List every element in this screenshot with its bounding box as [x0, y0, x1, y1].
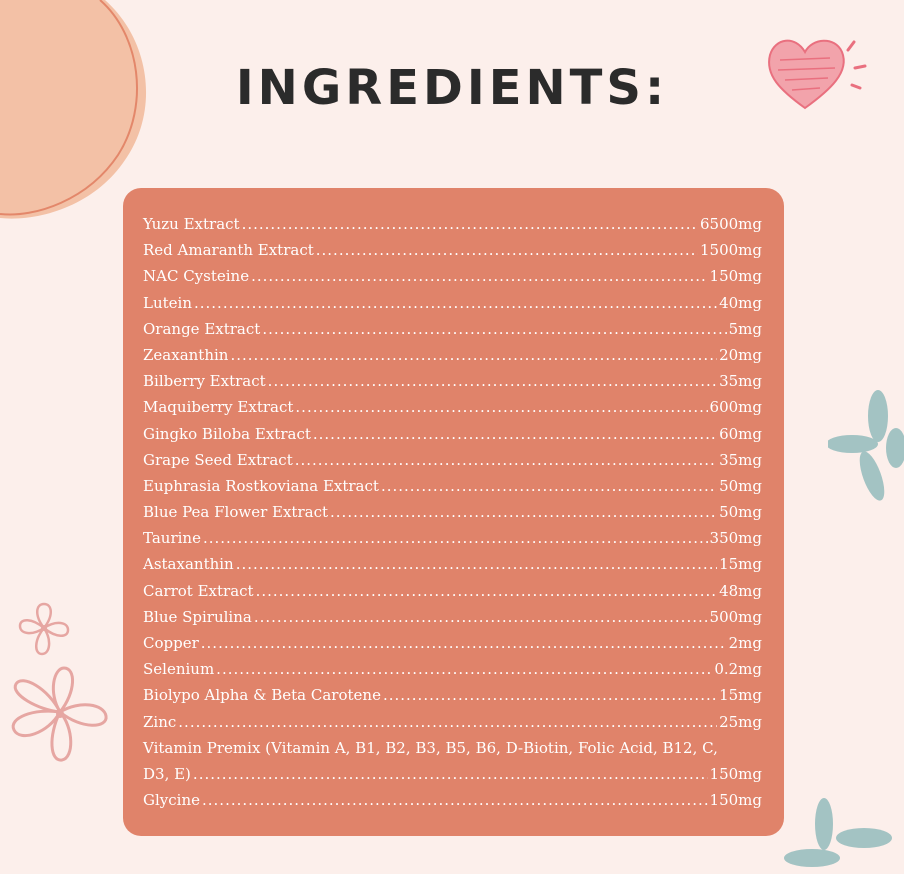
- leader-dots: [201, 630, 727, 656]
- small-flower-outline-icon: [18, 602, 70, 656]
- large-flower-outline-icon: [11, 666, 108, 762]
- ingredient-row: Copper 2mg: [143, 630, 762, 656]
- ingredient-amount: 500mg: [709, 607, 762, 626]
- leader-dots: [202, 787, 708, 813]
- ingredient-row: Gingko Biloba Extract 60mg: [143, 421, 762, 447]
- ingredient-name: Red Amaranth Extract: [143, 241, 314, 260]
- leader-dots: [316, 237, 698, 263]
- ingredient-row: Blue Pea Flower Extract 50mg: [143, 499, 762, 525]
- ingredient-row: Orange Extract 5mg: [143, 316, 762, 342]
- ingredient-name: Taurine: [143, 529, 201, 548]
- ingredient-row: Zeaxanthin 20mg: [143, 342, 762, 368]
- ingredient-row: Grape Seed Extract 35mg: [143, 447, 762, 473]
- ingredient-amount: 5mg: [728, 319, 762, 338]
- leader-dots: [178, 709, 717, 735]
- ingredient-name: Blue Spirulina: [143, 607, 252, 626]
- leader-dots: [193, 761, 708, 787]
- heart-doodle-icon: [768, 39, 867, 110]
- ingredient-name: Lutein: [143, 293, 192, 312]
- leader-dots: [236, 551, 717, 577]
- leader-dots: [295, 394, 707, 420]
- ingredient-row: Selenium 0.2mg: [143, 656, 762, 682]
- ingredient-row: Maquiberry Extract 600mg: [143, 394, 762, 420]
- leader-dots: [262, 316, 726, 342]
- teal-flower-decoration: [828, 390, 904, 501]
- ingredient-row: Lutein 40mg: [143, 290, 762, 316]
- ingredient-row: Euphrasia Rostkoviana Extract 50mg: [143, 473, 762, 499]
- ingredient-amount: 48mg: [719, 581, 762, 600]
- leader-dots: [295, 447, 717, 473]
- ingredient-name: Copper: [143, 634, 199, 652]
- ingredient-name: D3, E): [143, 764, 191, 783]
- ingredient-amount: 150mg: [709, 791, 762, 810]
- ingredient-row: NAC Cysteine 150mg: [143, 263, 762, 289]
- ingredient-row: Zinc 25mg: [143, 709, 762, 735]
- leader-dots: [313, 421, 717, 447]
- ingredient-amount: 0.2mg: [714, 660, 762, 679]
- ingredient-amount: 60mg: [719, 424, 762, 443]
- ingredient-row: Blue Spirulina 500mg: [143, 604, 762, 630]
- ingredient-name: Gingko Biloba Extract: [143, 424, 311, 443]
- leader-dots: [216, 656, 712, 682]
- ingredient-row-glycine: Glycine 150mg: [143, 787, 762, 813]
- ingredient-amount: 15mg: [719, 555, 762, 574]
- leader-dots: [251, 263, 707, 289]
- ingredient-amount: 35mg: [719, 450, 762, 469]
- ingredient-name: Euphrasia Rostkoviana Extract: [143, 476, 379, 495]
- ingredient-name: Zinc: [143, 712, 177, 731]
- ingredient-amount: 40mg: [719, 293, 762, 312]
- leader-dots: [242, 211, 698, 237]
- ingredient-row: Biolypo Alpha & Beta Carotene 15mg: [143, 682, 762, 708]
- ingredient-name: Bilberry Extract: [143, 372, 266, 391]
- ingredient-row: Taurine 350mg: [143, 525, 762, 551]
- leader-dots: [330, 499, 717, 525]
- ingredient-name: NAC Cysteine: [143, 267, 250, 286]
- ingredient-row: Bilberry Extract 35mg: [143, 368, 762, 394]
- peach-blob-decoration: [0, 0, 147, 219]
- ingredient-name: Glycine: [143, 791, 200, 810]
- leader-dots: [381, 473, 717, 499]
- ingredient-amount: 350mg: [709, 529, 762, 548]
- leader-dots: [203, 525, 708, 551]
- teal-flower-bottom-decoration: [784, 798, 892, 867]
- ingredient-amount: 150mg: [709, 764, 762, 783]
- ingredient-amount: 50mg: [719, 476, 762, 495]
- ingredient-row: Red Amaranth Extract 1500mg: [143, 237, 762, 263]
- ingredient-amount: 25mg: [719, 712, 762, 731]
- leader-dots: [268, 368, 717, 394]
- ingredient-name: Carrot Extract: [143, 581, 254, 600]
- leader-dots: [194, 290, 717, 316]
- leader-dots: [230, 342, 717, 368]
- ingredient-row: Carrot Extract 48mg: [143, 578, 762, 604]
- ingredient-name: Biolypo Alpha & Beta Carotene: [143, 686, 381, 705]
- ingredient-amount: 20mg: [719, 345, 762, 364]
- ingredient-name: Yuzu Extract: [143, 215, 240, 233]
- ingredient-list: Yuzu Extract 6500mg Red Amaranth Extract 15…: [143, 211, 762, 735]
- ingredient-name: Maquiberry Extract: [143, 398, 294, 417]
- ingredient-amount: 6500mg: [700, 215, 762, 233]
- page-title: INGREDIENTS:: [235, 60, 669, 116]
- ingredient-name: Zeaxanthin: [143, 345, 229, 364]
- ingredient-amount: 2mg: [728, 634, 762, 652]
- ingredient-amount: 150mg: [709, 267, 762, 286]
- ingredient-row: Yuzu Extract 6500mg: [143, 211, 762, 237]
- ingredient-name: Orange Extract: [143, 319, 261, 338]
- leader-dots: [254, 604, 708, 630]
- ingredient-row: Astaxanthin 15mg: [143, 551, 762, 577]
- ingredient-amount: 50mg: [719, 503, 762, 522]
- ingredient-name: Astaxanthin: [143, 555, 234, 574]
- ingredient-name: Blue Pea Flower Extract: [143, 503, 329, 522]
- ingredient-amount: 1500mg: [700, 241, 762, 260]
- leader-dots: [383, 682, 717, 708]
- ingredient-amount: 600mg: [709, 398, 762, 417]
- ingredient-name: Selenium: [143, 660, 215, 679]
- vitamin-premix-row: D3, E) 150mg: [143, 761, 762, 787]
- ingredient-amount: 15mg: [719, 686, 762, 705]
- leader-dots: [256, 578, 718, 604]
- vitamin-premix-line1: Vitamin Premix (Vitamin A, B1, B2, B3, B…: [143, 738, 718, 757]
- ingredients-card: Yuzu Extract 6500mg Red Amaranth Extract 15…: [123, 188, 784, 836]
- ingredient-name: Grape Seed Extract: [143, 450, 293, 469]
- ingredient-amount: 35mg: [719, 372, 762, 391]
